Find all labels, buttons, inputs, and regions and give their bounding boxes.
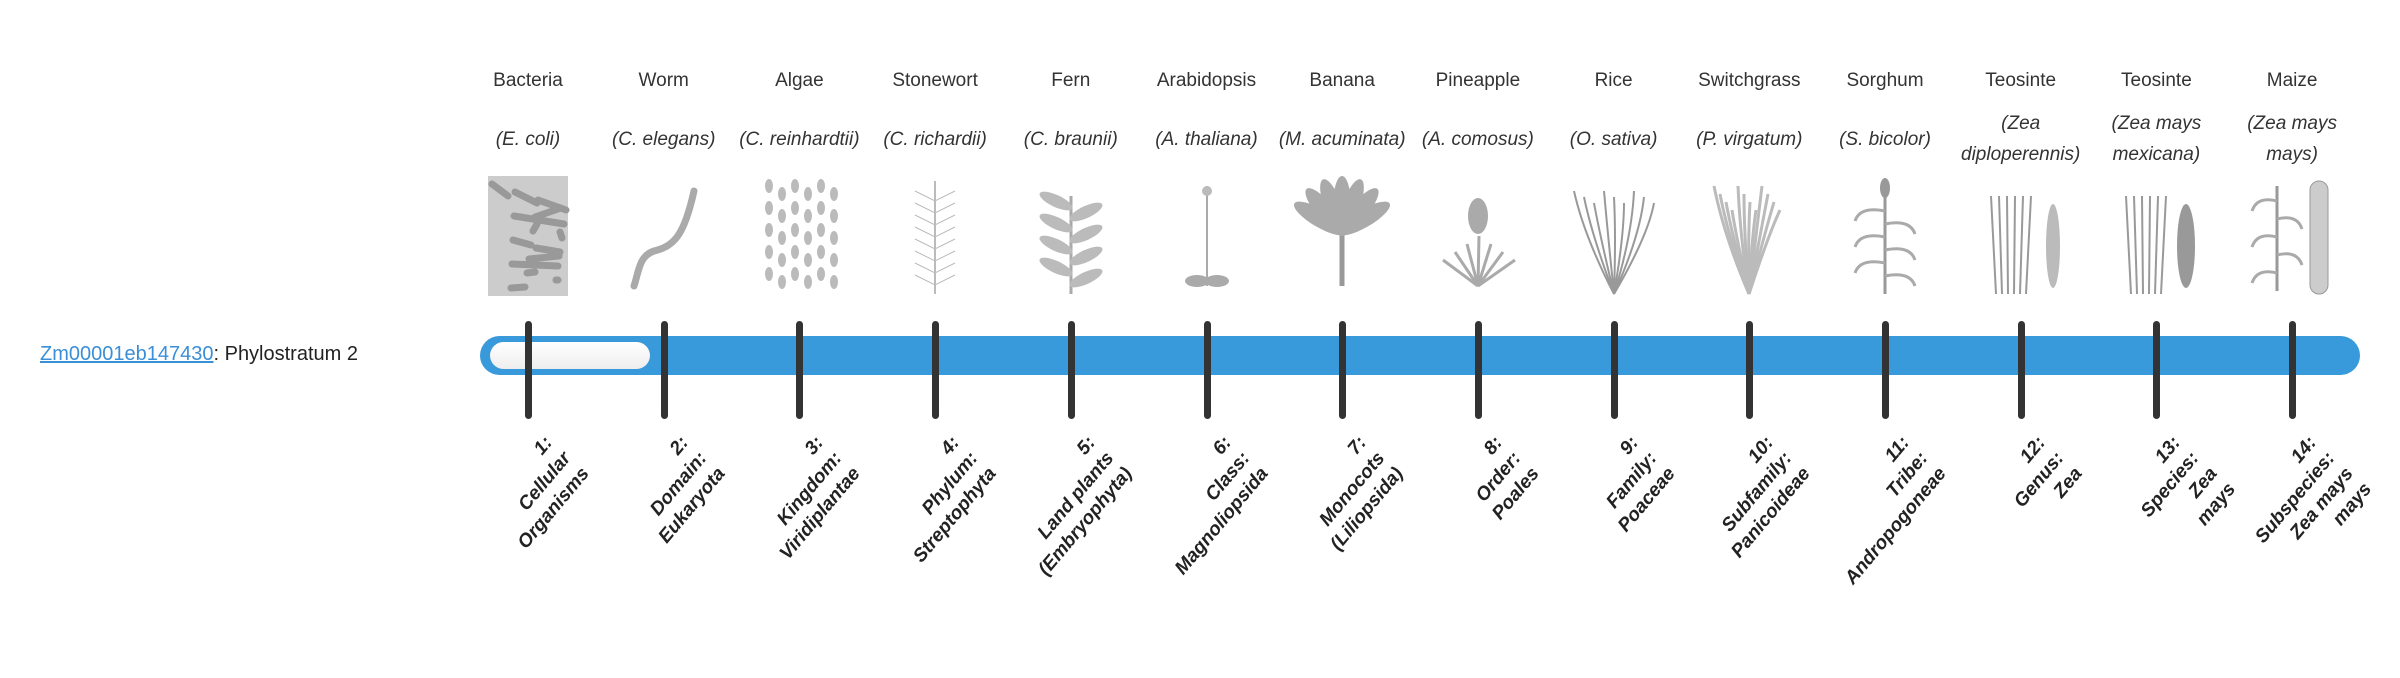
rice-image [1572, 190, 1655, 295]
species-text: (C. braunii) [1023, 128, 1118, 150]
organism-species: (E. coli) [462, 110, 594, 168]
organism-name: Worm [638, 70, 689, 91]
stratum-tick [660, 321, 668, 419]
organism-species: (O. sativa) [1548, 110, 1680, 168]
fern-image [1039, 191, 1103, 294]
species-text: (S. bicolor) [1839, 128, 1931, 150]
phylostratum-bar-fill [490, 342, 650, 369]
species-text: (O. sativa) [1569, 128, 1658, 150]
stratum-tick [525, 321, 532, 419]
organism-species: (M. acuminata) [1276, 110, 1408, 168]
organism-name: Teosinte [2121, 70, 2192, 91]
stratum-tick [2153, 321, 2161, 419]
organism-name: Bacteria [493, 70, 563, 91]
organism-species: (P. virgatum) [1683, 110, 1815, 168]
algae-image [765, 179, 839, 289]
teosinte-image [1989, 195, 2060, 295]
species-text: (A. thaliana) [1155, 128, 1258, 150]
stratum-tick [1610, 321, 1618, 419]
organism-name: Arabidopsis [1156, 70, 1257, 91]
organism-name: Rice [1594, 70, 1633, 91]
stratum-tick [1474, 321, 1482, 419]
organism-species: (Zea diploperennis) [1955, 110, 2087, 168]
species-text: (Zea mays mays) [2247, 113, 2337, 165]
organism-name: Pineapple [1435, 70, 1521, 91]
stratum-tick [1882, 321, 1889, 419]
stratum-tick [1067, 321, 1075, 419]
organism-species: (C. richardii) [869, 110, 1001, 168]
maize-image [2250, 180, 2329, 295]
organism-species: (S. bicolor) [1819, 110, 1951, 168]
gene-phylostratum-label: Zm00001eb147430: Phylostratum 2 [40, 340, 358, 368]
organism-name: Teosinte [1985, 70, 2057, 91]
switchgrass-image [1712, 185, 1782, 295]
organism-name: Sorghum [1846, 70, 1924, 91]
stratum-tick [1339, 321, 1347, 419]
organism-species: (A. comosus) [1412, 110, 1544, 168]
stratum-tick [1746, 321, 1754, 419]
species-text: (C. elegans) [611, 128, 716, 150]
species-text: (C. richardii) [883, 128, 987, 150]
stonewort-image [914, 181, 956, 294]
species-text: (M. acuminata) [1278, 128, 1406, 150]
organism-species: (C. elegans) [598, 110, 730, 168]
organism-name: Banana [1309, 70, 1375, 91]
species-text: (C. reinhardtii) [739, 128, 860, 150]
bacteria-image [488, 176, 570, 296]
species-text: (E. coli) [495, 128, 561, 150]
phylostratum-text: : Phylostratum 2 [213, 343, 358, 365]
stratum-tick [2017, 321, 2025, 419]
banana-image [1294, 176, 1391, 286]
species-text: (A. comosus) [1421, 128, 1534, 150]
species-text: (Zea diploperennis) [1961, 113, 2081, 165]
organism-name: Maize [2266, 70, 2318, 91]
stratum-tick [932, 321, 940, 419]
organism-species: (A. thaliana) [1141, 110, 1273, 168]
arabidopsis-image [1184, 186, 1229, 287]
stratum-tick [796, 321, 804, 419]
organism-species: (C. braunii) [1005, 110, 1137, 168]
stratum-tick [2289, 321, 2297, 419]
stratum-tick [1203, 321, 1211, 419]
organism-name: Stonewort [892, 70, 978, 91]
organism-name: Fern [1051, 70, 1091, 91]
teosinte-image [2125, 195, 2196, 295]
gene-id-link[interactable]: Zm00001eb147430 [40, 343, 214, 365]
organism-name: Algae [775, 70, 824, 91]
organism-species: (C. reinhardtii) [733, 110, 865, 168]
organism-species: (Zea mays mays) [2226, 110, 2358, 168]
pineapple-image [1441, 198, 1516, 288]
species-text: (P. virgatum) [1696, 128, 1803, 150]
organism-name: Switchgrass [1698, 70, 1801, 91]
worm-image [630, 187, 698, 290]
phylostratum-bar [480, 336, 2360, 375]
sorghum-image [1853, 178, 1917, 294]
organism-species: (Zea mays mexicana) [2090, 110, 2222, 168]
species-text: (Zea mays mexicana) [2111, 113, 2202, 165]
